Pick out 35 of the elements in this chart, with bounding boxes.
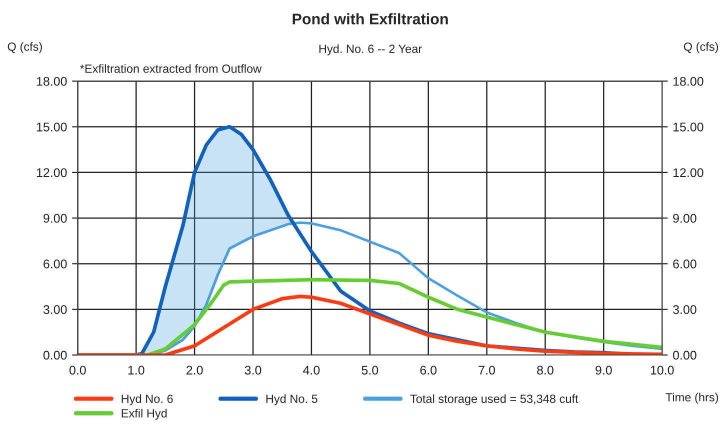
legend-label: Exfil Hyd <box>122 408 167 420</box>
y2-axis-title: Q (cfs) <box>684 42 718 54</box>
chart-title: Pond with Exfiltration <box>292 13 448 24</box>
x-tick-label: 0.0 <box>69 366 86 375</box>
x-tick-label: 4.0 <box>303 366 320 375</box>
x-tick-label: 1.0 <box>128 366 144 375</box>
y-tick-label: 3.00 <box>43 305 67 314</box>
y-tick-label: 0.00 <box>43 350 67 360</box>
legend-label: Hyd No. 6 <box>122 394 173 406</box>
legend-label: Total storage used = 53,348 cuft <box>410 394 578 406</box>
x-tick-label: 6.0 <box>420 366 437 375</box>
x-tick-label: 5.0 <box>362 366 378 375</box>
x-tick-label: 2.0 <box>186 366 203 375</box>
y2-tick-label: 6.00 <box>673 260 696 268</box>
y2-tick-label: 9.00 <box>673 214 696 223</box>
y2-tick-label: 12.00 <box>673 168 704 178</box>
x-tick-label: 3.0 <box>244 366 262 375</box>
y-axis-title: Q (cfs) <box>8 42 42 54</box>
y-tick-label: 6.00 <box>44 260 67 268</box>
y-tick-label: 18.00 <box>36 76 67 86</box>
text: *Exfiltration extracted from Outflow <box>80 64 262 73</box>
y2-tick-label: 18.00 <box>673 76 704 86</box>
legend-label: Hyd No. 5 <box>266 394 318 406</box>
y2-tick-label: 0.00 <box>673 350 696 360</box>
y-tick-label: 9.00 <box>44 214 67 223</box>
chart-subtitle: Hyd. No. 6 -- 2 Year <box>319 44 422 56</box>
x-tick-label: 8.0 <box>537 366 554 375</box>
y-tick-label: 15.00 <box>36 122 67 132</box>
y-tick-label: 12.00 <box>36 168 67 178</box>
x-tick-label: 10.0 <box>650 366 674 375</box>
y2-tick-label: 15.00 <box>673 122 704 132</box>
x-tick-label: 9.0 <box>596 366 612 375</box>
x-tick-label: 7.0 <box>478 366 495 375</box>
x-axis-title: Time (hrs) <box>666 392 718 404</box>
y2-tick-label: 3.00 <box>673 305 696 314</box>
